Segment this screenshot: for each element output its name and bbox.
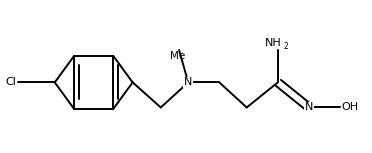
Text: OH: OH bbox=[342, 103, 359, 112]
Text: N: N bbox=[305, 103, 313, 112]
Text: Me: Me bbox=[170, 51, 185, 62]
Text: N: N bbox=[184, 77, 192, 87]
Text: 2: 2 bbox=[283, 42, 288, 51]
Text: Cl: Cl bbox=[6, 77, 16, 87]
Text: NH: NH bbox=[265, 39, 282, 49]
